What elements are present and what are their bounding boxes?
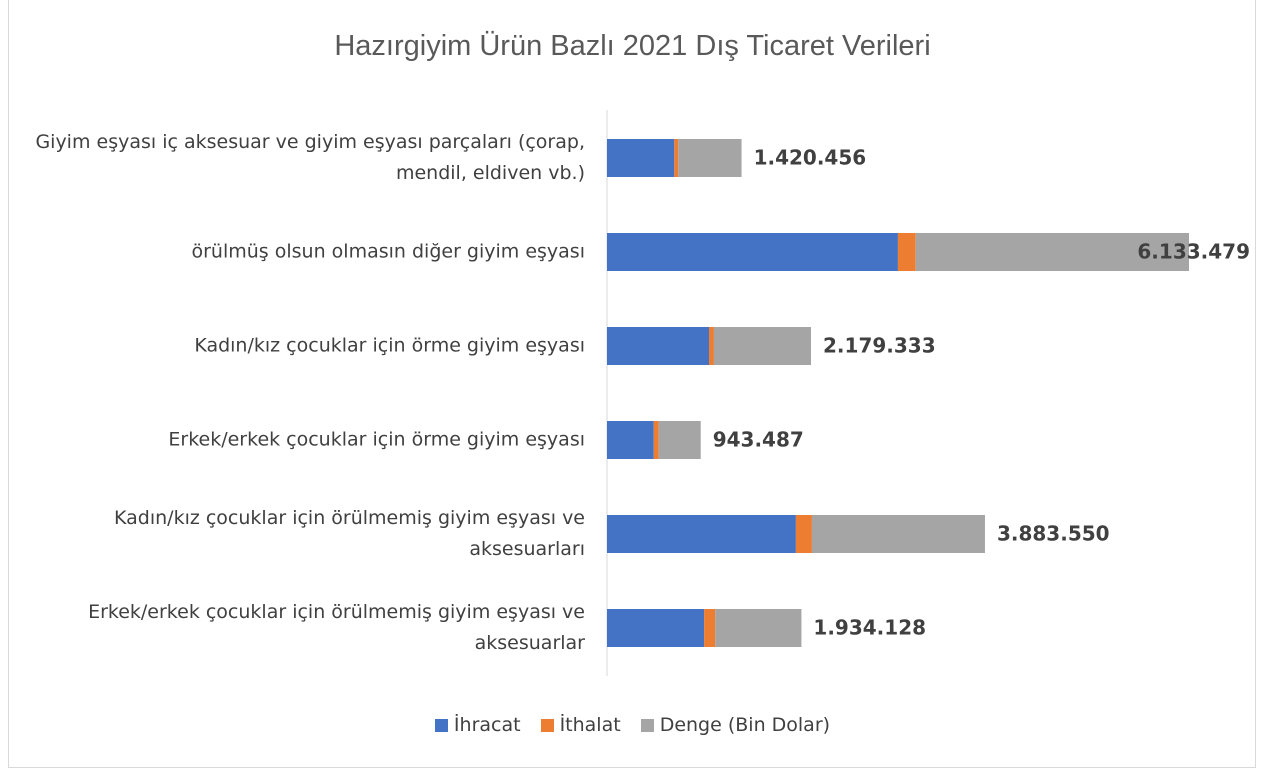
category-label: Erkek/erkek çocuklar için örme giyim eşy… (168, 428, 585, 451)
bar-segment (607, 515, 796, 553)
bar-segment (653, 421, 659, 459)
bar-segment (607, 421, 654, 459)
legend-item: Denge (Bin Dolar) (640, 714, 831, 736)
legend-label: Denge (Bin Dolar) (659, 714, 831, 736)
bar-segment (607, 139, 675, 177)
legend-item: İthalat (540, 714, 621, 736)
legend-swatch (540, 718, 554, 732)
legend-swatch (640, 718, 654, 732)
bar-segment (915, 233, 1189, 271)
bar-segment (674, 139, 679, 177)
bar-segment (704, 609, 716, 647)
value-label: 1.934.128 (813, 616, 926, 640)
chart-title: Hazırgiyim Ürün Bazlı 2021 Dış Ticaret V… (334, 30, 931, 62)
value-label: 6.133.479 (1137, 240, 1250, 264)
value-label: 2.179.333 (823, 334, 936, 358)
bar-segment (715, 609, 802, 647)
legend-swatch (434, 718, 448, 732)
bar-segment (713, 327, 812, 365)
category-label: Erkek/erkek çocuklar için örülmemiş giyi… (88, 601, 585, 654)
legend-item: İhracat (434, 714, 521, 736)
value-label: 1.420.456 (754, 146, 867, 170)
category-label: örülmüş olsun olmasın diğer giyim eşyası (191, 240, 586, 263)
bar-segment (709, 327, 714, 365)
value-label: 943.487 (713, 428, 804, 452)
bar-segment (607, 233, 898, 271)
category-label: Kadın/kız çocuklar için örülmemiş giyim … (114, 507, 585, 560)
category-label: Kadın/kız çocuklar için örme giyim eşyas… (194, 334, 585, 357)
bar-segment (795, 515, 812, 553)
bar-segment (811, 515, 985, 553)
bar-segment (607, 609, 705, 647)
value-label: 3.883.550 (997, 522, 1110, 546)
bar-segment (897, 233, 916, 271)
category-label: Giyim eşyası iç aksesuar ve giyim eşyası… (35, 131, 585, 184)
bar-segment (607, 327, 710, 365)
bar-segment (678, 139, 742, 177)
legend-label: İthalat (559, 714, 621, 736)
legend: İhracat İthalat Denge (Bin Dolar) (0, 714, 1265, 736)
bar-segment (658, 421, 701, 459)
legend-label: İhracat (453, 714, 521, 736)
